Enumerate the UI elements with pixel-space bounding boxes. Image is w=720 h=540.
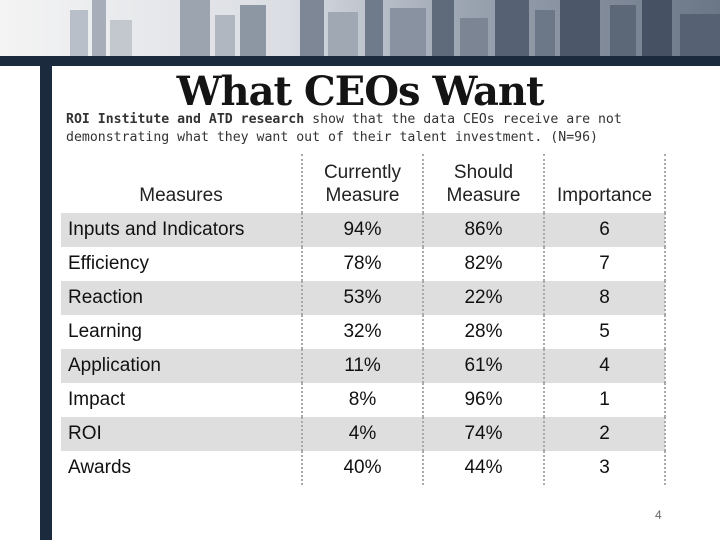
table-row: Efficiency 78% 82% 7 — [61, 247, 666, 281]
currently-value: 78% — [301, 247, 423, 281]
importance-value: 2 — [543, 417, 666, 451]
slide-title: What CEOs Want — [176, 68, 545, 115]
row-label: Learning — [68, 321, 142, 342]
should-value: 28% — [422, 315, 544, 349]
currently-value: 94% — [301, 213, 423, 247]
importance-value: 8 — [543, 281, 666, 315]
importance-value: 3 — [543, 451, 666, 485]
table-row: Learning 32% 28% 5 — [61, 315, 666, 349]
table-row: ROI 4% 74% 2 — [61, 417, 666, 451]
table-header-row: Measures Currently Measure Should Measur… — [61, 154, 666, 213]
should-value: 74% — [422, 417, 544, 451]
importance-value: 4 — [543, 349, 666, 383]
skyline-icon — [70, 0, 720, 60]
currently-value: 40% — [301, 451, 423, 485]
importance-value: 7 — [543, 247, 666, 281]
should-value: 96% — [422, 383, 544, 417]
row-label: Impact — [68, 389, 126, 410]
row-label: Inputs and Indicators — [61, 213, 302, 247]
row-label: Efficiency — [68, 253, 149, 274]
subtitle-text: show that the data CEOs receive are not … — [66, 112, 622, 145]
header-currently-measure: Currently Measure — [301, 154, 423, 213]
table-row: Application 11% 61% 4 — [61, 349, 666, 383]
currently-value: 32% — [301, 315, 423, 349]
header-should-measure: Should Measure — [422, 154, 544, 213]
row-label: Application — [61, 349, 302, 383]
importance-value: 5 — [543, 315, 666, 349]
should-value: 61% — [422, 349, 544, 383]
table-row: Impact 8% 96% 1 — [61, 383, 666, 417]
header-importance: Importance — [543, 154, 666, 213]
row-label: ROI — [61, 417, 302, 451]
row-label: Reaction — [61, 281, 302, 315]
frame-top-bar — [0, 56, 720, 66]
currently-value: 4% — [301, 417, 423, 451]
table-row: Reaction 53% 22% 8 — [61, 281, 666, 315]
currently-value: 53% — [301, 281, 423, 315]
currently-value: 8% — [301, 383, 423, 417]
row-label: Awards — [68, 457, 132, 478]
slide-subtitle: ROI Institute and ATD research show that… — [66, 111, 666, 147]
header-measures: Measures — [139, 185, 223, 206]
subtitle-bold: ROI Institute and ATD research — [66, 112, 305, 127]
should-value: 82% — [422, 247, 544, 281]
frame-left-bar — [40, 56, 52, 540]
table-row: Inputs and Indicators 94% 86% 6 — [61, 213, 666, 247]
should-value: 44% — [422, 451, 544, 485]
currently-value: 11% — [301, 349, 423, 383]
should-value: 22% — [422, 281, 544, 315]
should-value: 86% — [422, 213, 544, 247]
importance-value: 6 — [543, 213, 666, 247]
importance-value: 1 — [543, 383, 666, 417]
header-skyline-image — [0, 0, 720, 60]
table-row: Awards 40% 44% 3 — [61, 451, 666, 485]
ceo-measures-table: Measures Currently Measure Should Measur… — [61, 154, 666, 485]
page-number: 4 — [655, 508, 662, 522]
